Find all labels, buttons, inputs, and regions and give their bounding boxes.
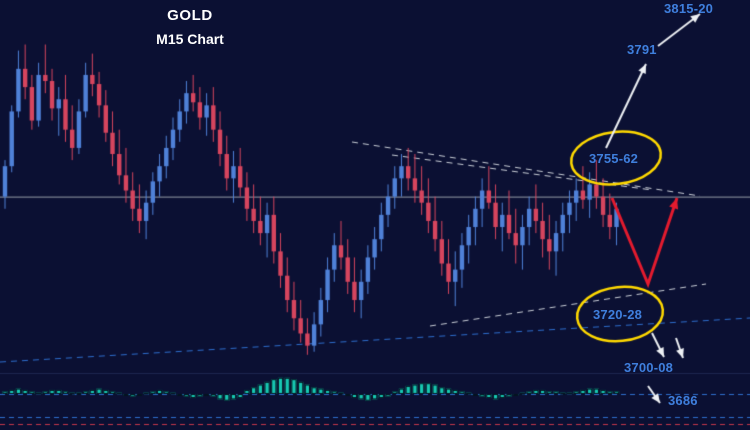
resistance-zone-label: 3755-62 — [589, 151, 638, 166]
target-label-lower-2: 3686 — [668, 393, 698, 408]
trading-chart-window: GOLD M15 Chart 3815-20 3791 3755-62 3720… — [0, 0, 750, 430]
support-zone-label: 3720-28 — [593, 307, 642, 322]
timeframe-title: M15 Chart — [108, 31, 272, 47]
target-label-upper-1: 3815-20 — [664, 1, 713, 16]
symbol-title: GOLD — [108, 7, 272, 24]
target-label-lower-1: 3700-08 — [624, 360, 673, 375]
chart-title-block: GOLD M15 Chart — [108, 7, 272, 47]
target-label-upper-2: 3791 — [627, 42, 657, 57]
